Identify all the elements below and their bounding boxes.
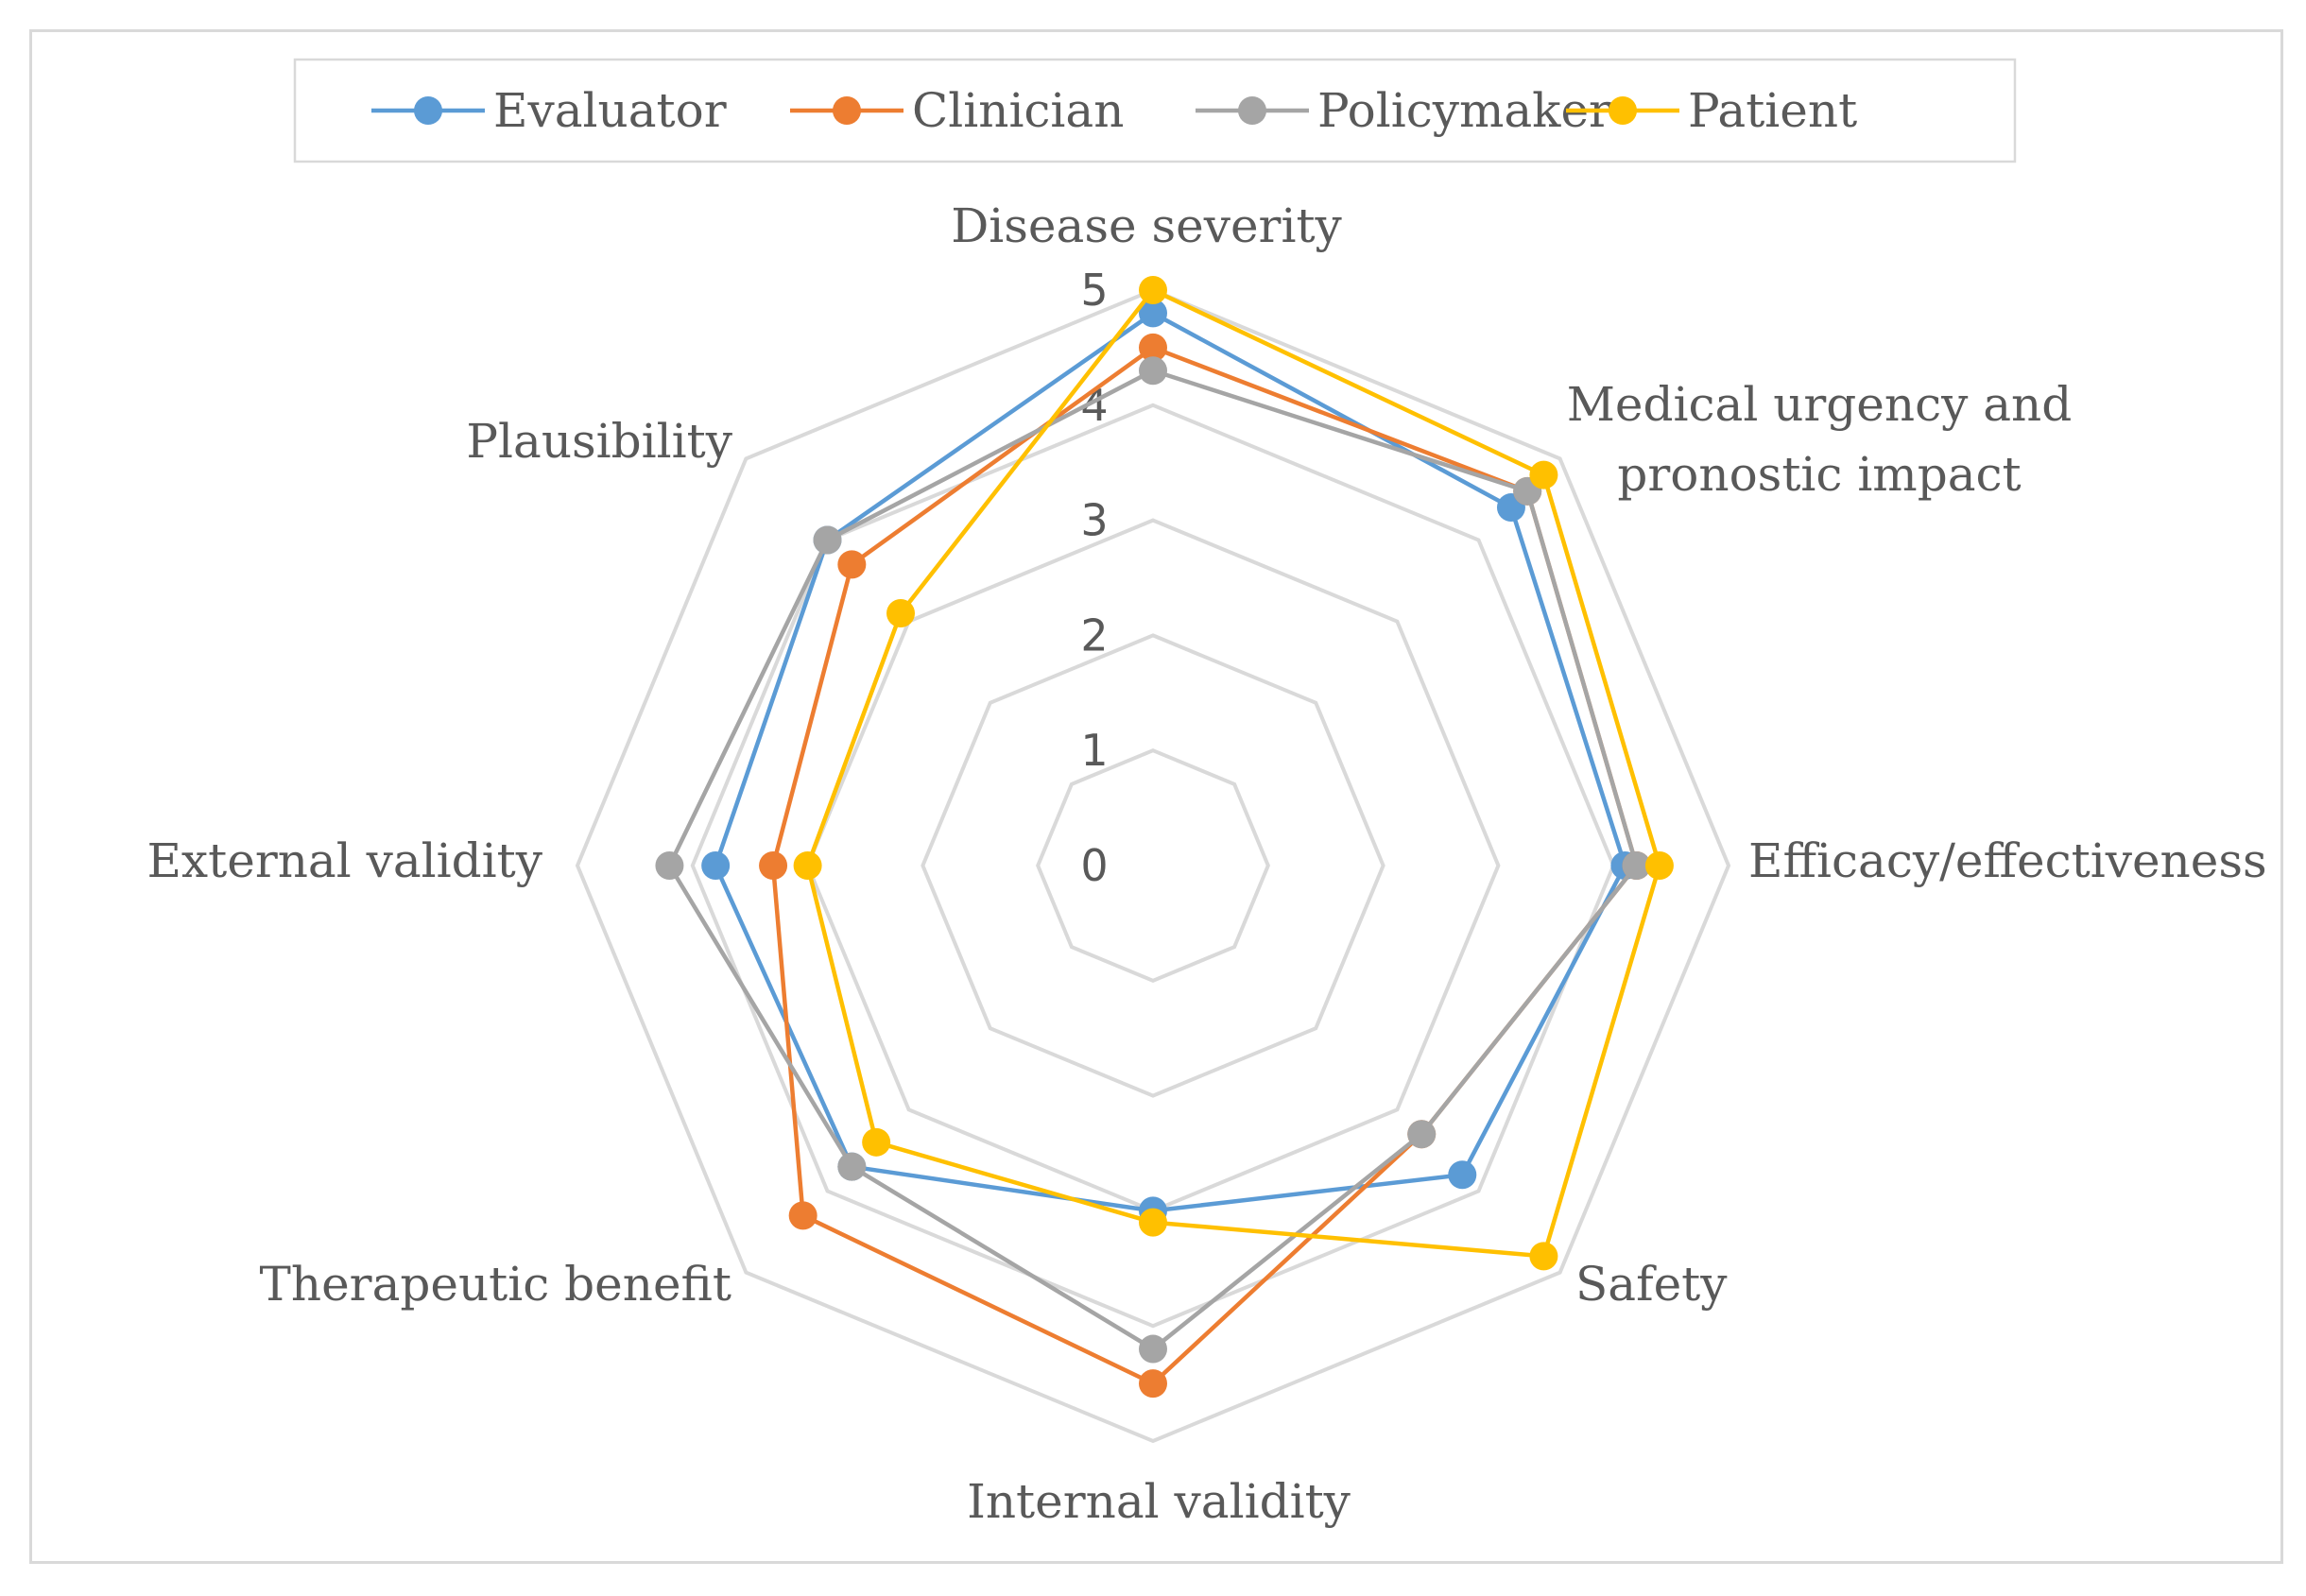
data-point-patient-internal-validity [1139, 1208, 1167, 1237]
series-evaluator [701, 299, 1640, 1226]
data-point-evaluator-external-validity [701, 851, 731, 880]
data-point-policymaker-safety [1407, 1120, 1437, 1149]
tick-label-2: 2 [1080, 609, 1108, 661]
tick-label-0: 0 [1080, 840, 1108, 891]
legend-label-evaluator: Evaluator [493, 83, 727, 138]
data-point-policymaker-disease-severity [1139, 356, 1167, 386]
legend-item-clinician: Clinician [790, 83, 1124, 138]
axis-label-internal-validity: Internal validity [967, 1474, 1351, 1529]
grid-ring-2 [921, 633, 1385, 1098]
chart-frame [29, 29, 2283, 1564]
legend-marker-evaluator [414, 96, 442, 125]
axis-label-therapeutic-benefit: Therapeutic benefit [260, 1257, 731, 1312]
grid-ring-3 [805, 518, 1501, 1213]
axis-label-plausibility: Plausibility [466, 414, 732, 469]
legend: Evaluator Clinician Policymaker Patient [293, 58, 2017, 163]
data-point-policymaker-internal-validity [1139, 1334, 1167, 1364]
legend-marker-clinician [833, 96, 861, 125]
axis-label-medical-urgency-and-pronostic-impact: Medical urgency and pronostic impact [1567, 377, 2073, 502]
grid-ring-5 [575, 287, 1731, 1444]
data-point-policymaker-efficacy-effectiveness [1622, 851, 1651, 880]
legend-marker-policymaker [1238, 96, 1266, 125]
legend-label-policymaker: Policymaker [1317, 83, 1611, 138]
legend-item-policymaker: Policymaker [1196, 83, 1611, 138]
data-point-evaluator-disease-severity [1139, 299, 1167, 328]
data-point-patient-external-validity [793, 851, 822, 880]
legend-marker-patient [1609, 96, 1637, 125]
data-point-patient-plausibility [886, 599, 916, 628]
axis-labels: Disease severity Medical urgency and prono… [146, 198, 2266, 1529]
axis-label-disease-severity: Disease severity [951, 198, 1342, 253]
data-point-evaluator-safety [1448, 1160, 1477, 1190]
series-line-patient [805, 287, 1662, 1259]
series-policymaker [655, 356, 1651, 1364]
series-patient [793, 276, 1674, 1271]
data-point-patient-disease-severity [1139, 276, 1167, 304]
axis-label-efficacy-effectiveness: Efficacy/effectiveness [1748, 833, 2267, 888]
tick-label-5: 5 [1080, 265, 1108, 316]
data-point-clinician-plausibility [837, 550, 867, 579]
grid-ring-1 [1036, 748, 1270, 983]
axis-label-external-validity: External validity [146, 833, 542, 888]
data-point-policymaker-plausibility [813, 525, 842, 555]
grid-ring-4 [690, 403, 1616, 1329]
legend-item-patient: Patient [1566, 83, 1857, 138]
data-point-clinician-disease-severity [1139, 333, 1167, 362]
legend-box [293, 58, 2017, 163]
data-point-clinician-internal-validity [1139, 1369, 1167, 1399]
radar-grid [575, 287, 1731, 1444]
data-series [655, 276, 1674, 1399]
axis-label-safety: Safety [1575, 1257, 1728, 1312]
data-point-patient-therapeutic-benefit [862, 1127, 891, 1157]
data-point-clinician-therapeutic-benefit [788, 1201, 817, 1230]
tick-label-3: 3 [1080, 495, 1108, 546]
data-point-clinician-external-validity [759, 851, 788, 880]
data-point-patient-safety [1529, 1242, 1558, 1271]
data-point-policymaker-external-validity [655, 851, 684, 880]
legend-label-clinician: Clinician [912, 83, 1124, 138]
data-point-policymaker-therapeutic-benefit [837, 1152, 867, 1181]
tick-label-1: 1 [1080, 725, 1108, 776]
legend-label-patient: Patient [1688, 83, 1857, 138]
data-point-patient-efficacy-effectiveness [1644, 851, 1674, 880]
data-point-patient-medical-urgency-and-pronostic-impact [1529, 460, 1558, 489]
legend-item-evaluator: Evaluator [371, 83, 727, 138]
